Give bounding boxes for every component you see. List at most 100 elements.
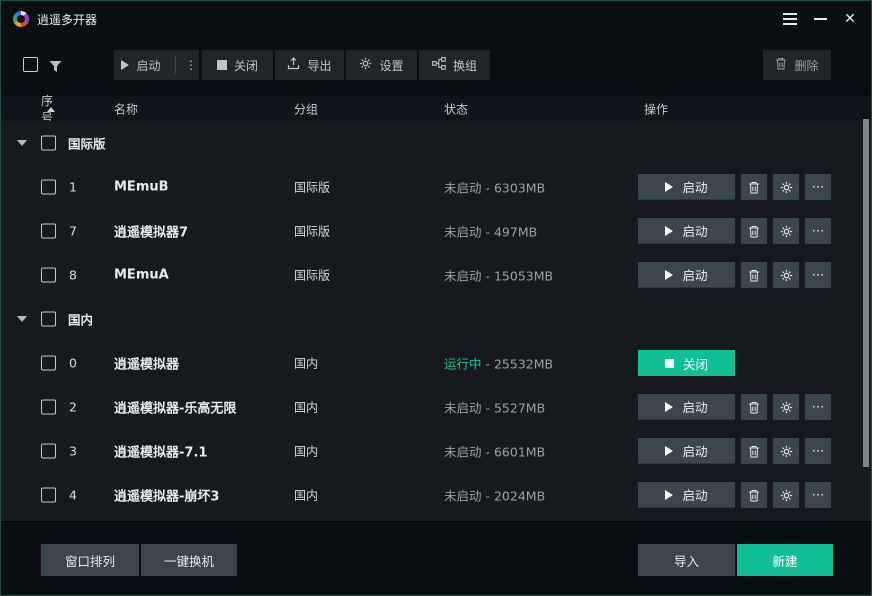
footer-bar: 窗口排列 一键换机 导入 新建 xyxy=(1,521,871,595)
row-more-button[interactable]: ⋯ xyxy=(805,174,831,200)
row-delete-button[interactable] xyxy=(741,174,767,200)
vertical-scrollbar[interactable] xyxy=(863,119,869,467)
row-start-button[interactable]: 启动 xyxy=(638,218,735,244)
table-row[interactable]: 3 逍遥模拟器-7.1 国内 未启动 - 6601MB 启动 ⋯ xyxy=(1,429,871,473)
row-checkbox[interactable] xyxy=(41,399,56,415)
row-index: 3 xyxy=(69,443,77,459)
row-checkbox[interactable] xyxy=(41,223,56,239)
header-name: 名称 xyxy=(114,102,139,117)
row-actions: 启动 ⋯ xyxy=(638,482,831,508)
row-settings-button[interactable] xyxy=(773,438,799,464)
hamburger-icon xyxy=(783,13,797,25)
trash-icon xyxy=(775,57,787,73)
close-instances-button[interactable]: 关闭 xyxy=(202,50,273,80)
row-actions: 启动 ⋯ xyxy=(638,438,831,464)
header-index[interactable]: 序号 xyxy=(41,94,55,125)
window-controls: ✕ xyxy=(775,1,865,37)
start-button-label: 启动 xyxy=(136,58,161,73)
table-row[interactable]: 1 MEmuB 国际版 未启动 - 6303MB 启动 ⋯ xyxy=(1,165,871,209)
group-row-international[interactable]: 国际版 xyxy=(1,121,871,165)
row-delete-button[interactable] xyxy=(741,262,767,288)
play-icon xyxy=(665,269,674,280)
row-more-button[interactable]: ⋯ xyxy=(805,438,831,464)
start-button[interactable]: 启动 ⋮ xyxy=(114,50,199,80)
start-dropdown-button[interactable]: ⋮ xyxy=(185,58,197,72)
row-checkbox[interactable] xyxy=(41,179,56,195)
table-row[interactable]: 2 逍遥模拟器-乐高无限 国内 未启动 - 5527MB 启动 ⋯ xyxy=(1,385,871,429)
row-index: 2 xyxy=(69,399,77,415)
row-status: 未启动 - 15053MB xyxy=(444,268,554,284)
play-icon xyxy=(665,445,674,456)
row-settings-button[interactable] xyxy=(773,218,799,244)
header-group: 分组 xyxy=(294,102,319,117)
row-checkbox[interactable] xyxy=(41,355,56,371)
menu-button[interactable] xyxy=(775,1,805,37)
delete-button[interactable]: 删除 xyxy=(763,50,831,80)
row-delete-button[interactable] xyxy=(741,394,767,420)
play-icon xyxy=(665,181,674,192)
gear-icon xyxy=(359,57,372,73)
row-start-button[interactable]: 启动 xyxy=(638,262,735,288)
row-name: 逍遥模拟器-7.1 xyxy=(114,445,208,461)
table-row[interactable]: 7 逍遥模拟器7 国际版 未启动 - 497MB 启动 ⋯ xyxy=(1,209,871,253)
instance-table: 国际版 1 MEmuB 国际版 未启动 - 6303MB 启动 ⋯ 7 逍遥模拟… xyxy=(1,121,871,521)
group-checkbox[interactable] xyxy=(41,311,56,327)
table-row[interactable]: 4 逍遥模拟器-崩坏3 国内 未启动 - 2024MB 启动 ⋯ xyxy=(1,473,871,517)
group-checkbox[interactable] xyxy=(41,135,56,151)
row-settings-button[interactable] xyxy=(773,394,799,420)
table-row[interactable]: 8 MEmuA 国际版 未启动 - 15053MB 启动 ⋯ xyxy=(1,253,871,297)
row-more-button[interactable]: ⋯ xyxy=(805,218,831,244)
change-device-button[interactable]: 一键换机 xyxy=(141,544,237,576)
arrange-windows-button[interactable]: 窗口排列 xyxy=(41,544,139,576)
settings-button-label: 设置 xyxy=(379,58,404,73)
export-icon xyxy=(287,57,300,73)
new-instance-button[interactable]: 新建 xyxy=(737,544,833,576)
row-delete-button[interactable] xyxy=(741,438,767,464)
import-button[interactable]: 导入 xyxy=(638,544,735,576)
row-settings-button[interactable] xyxy=(773,482,799,508)
row-status: 未启动 - 6303MB xyxy=(444,180,546,196)
filter-icon[interactable] xyxy=(49,58,62,77)
select-all-checkbox[interactable] xyxy=(23,57,38,72)
row-checkbox[interactable] xyxy=(41,487,56,503)
header-status: 状态 xyxy=(444,102,469,117)
row-checkbox[interactable] xyxy=(41,443,56,459)
change-group-button-label: 换组 xyxy=(452,58,477,73)
row-status: 未启动 - 497MB xyxy=(444,224,538,240)
settings-button[interactable]: 设置 xyxy=(346,50,417,80)
row-status: 未启动 - 6601MB xyxy=(444,444,546,460)
row-start-button[interactable]: 启动 xyxy=(638,394,735,420)
collapse-caret-icon[interactable] xyxy=(17,316,27,322)
row-more-button[interactable]: ⋯ xyxy=(805,262,831,288)
table-row-running[interactable]: 0 逍遥模拟器 国内 运行中 - 25532MB 关闭 xyxy=(1,341,871,385)
row-start-button[interactable]: 启动 xyxy=(638,482,735,508)
change-group-button[interactable]: 换组 xyxy=(419,50,490,80)
row-more-button[interactable]: ⋯ xyxy=(805,482,831,508)
play-icon xyxy=(665,489,674,500)
row-settings-button[interactable] xyxy=(773,174,799,200)
row-checkbox[interactable] xyxy=(41,267,56,283)
collapse-caret-icon[interactable] xyxy=(17,140,27,146)
app-logo-icon xyxy=(13,11,29,27)
export-button[interactable]: 导出 xyxy=(275,50,344,80)
row-index: 1 xyxy=(69,179,77,195)
row-name: 逍遥模拟器-乐高无限 xyxy=(114,401,237,417)
row-actions: 启动 ⋯ xyxy=(638,174,831,200)
row-delete-button[interactable] xyxy=(741,218,767,244)
minimize-button[interactable] xyxy=(805,1,835,37)
close-button[interactable]: ✕ xyxy=(835,1,865,37)
row-group: 国际版 xyxy=(294,268,331,283)
group-row-domestic[interactable]: 国内 xyxy=(1,297,871,341)
row-group: 国内 xyxy=(294,488,319,503)
row-index: 4 xyxy=(69,487,77,503)
row-start-button[interactable]: 启动 xyxy=(638,438,735,464)
row-settings-button[interactable] xyxy=(773,262,799,288)
row-start-button[interactable]: 启动 xyxy=(638,174,735,200)
close-icon: ✕ xyxy=(844,11,856,27)
row-stop-button[interactable]: 关闭 xyxy=(638,350,735,376)
row-name: 逍遥模拟器-崩坏3 xyxy=(114,489,220,505)
row-delete-button[interactable] xyxy=(741,482,767,508)
play-icon xyxy=(665,225,674,236)
row-actions: 启动 ⋯ xyxy=(638,262,831,288)
row-more-button[interactable]: ⋯ xyxy=(805,394,831,420)
